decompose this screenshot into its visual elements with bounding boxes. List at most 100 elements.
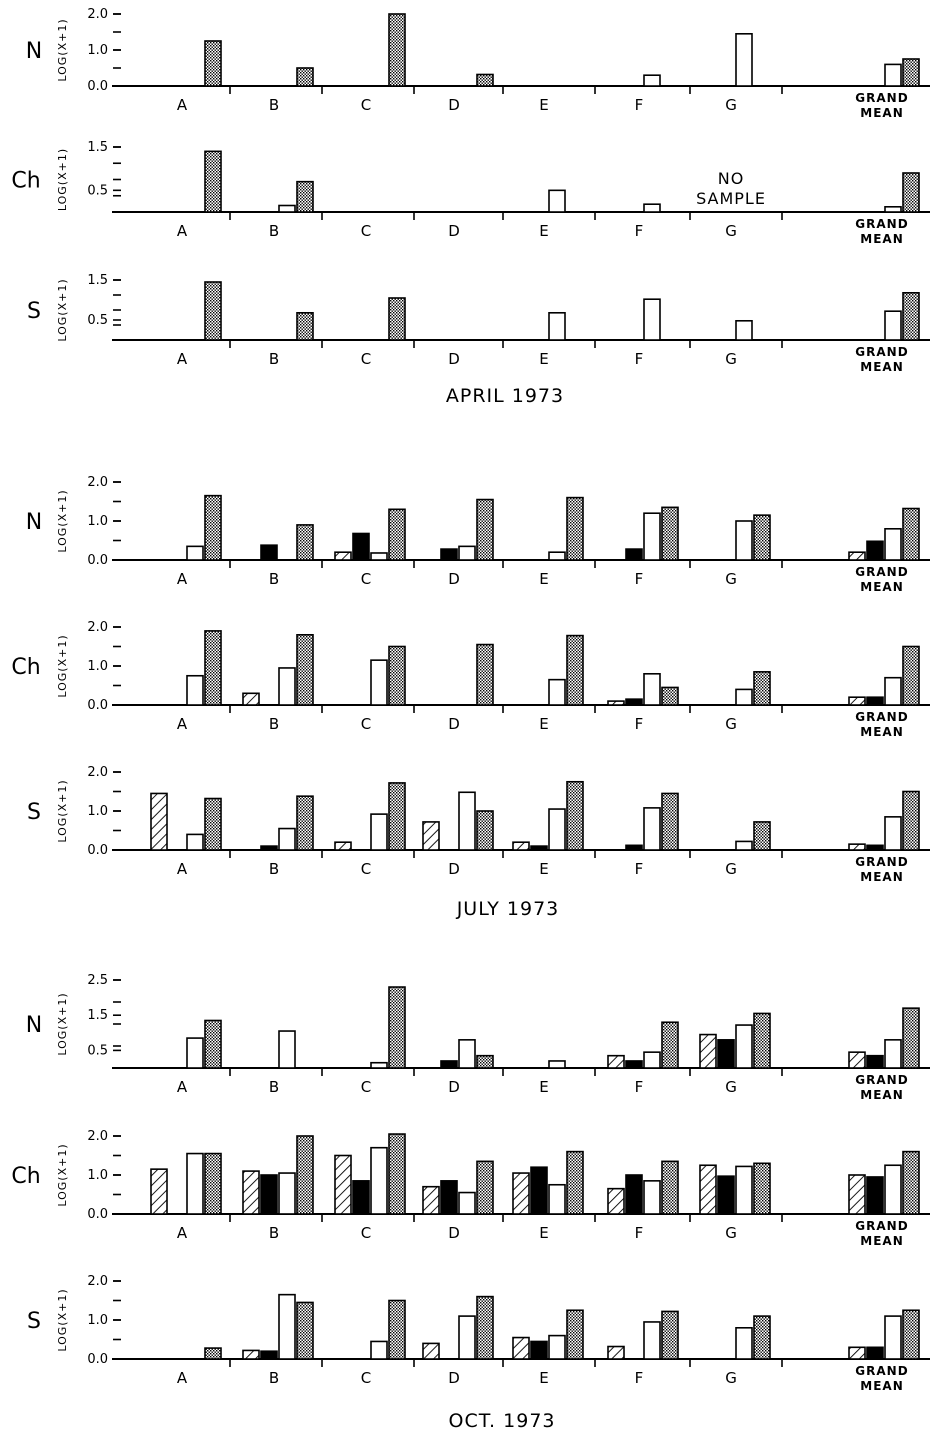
- annotation-line2: SAMPLE: [696, 189, 766, 208]
- grand-mean-label-line1: GRAND: [855, 1073, 908, 1087]
- category-label-b: B: [269, 715, 279, 733]
- bar-grand-mean-hatched: [848, 843, 866, 851]
- category-label-f: F: [635, 222, 644, 240]
- bar-grand-mean-solid: [866, 1346, 884, 1360]
- bar-grand-mean-open: [884, 1315, 902, 1360]
- bar-c-open: [370, 813, 388, 851]
- bar-f-dotted: [661, 1310, 679, 1360]
- bar-e-open: [548, 189, 566, 213]
- station-label: N: [26, 1013, 42, 1038]
- category-label-c: C: [361, 222, 371, 240]
- grand-mean-label-line1: GRAND: [855, 710, 908, 724]
- y-tick-label: 2.0: [87, 1274, 108, 1289]
- bar-grand-mean-hatched: [848, 1051, 866, 1069]
- bar-e-hatched: [512, 1172, 530, 1215]
- bar-a-hatched: [150, 792, 168, 851]
- bar-grand-mean-hatched: [848, 696, 866, 706]
- grand-mean-label-line2: MEAN: [860, 580, 903, 594]
- category-label-g: G: [725, 1078, 737, 1096]
- bar-g-dotted: [753, 1315, 771, 1360]
- bar-grand-mean-dotted: [902, 1150, 920, 1215]
- bar-d-open: [458, 1039, 476, 1069]
- bar-d-dotted: [476, 643, 494, 706]
- bar-c-open: [370, 1146, 388, 1215]
- grand-mean-label-line1: GRAND: [855, 565, 908, 579]
- category-label-d: D: [448, 350, 460, 368]
- y-tick-label: 1.0: [87, 659, 108, 674]
- bar-g-solid: [717, 1039, 735, 1069]
- bar-b-dotted: [296, 67, 314, 87]
- station-label: S: [27, 800, 41, 825]
- bar-g-open: [735, 520, 753, 561]
- y-tick-label: 1.0: [87, 43, 108, 58]
- category-label-g: G: [725, 570, 737, 588]
- y-tick-label: 1.0: [87, 514, 108, 529]
- category-label-d: D: [448, 1369, 460, 1387]
- bar-c-solid: [352, 1180, 370, 1215]
- bar-e-dotted: [566, 1309, 584, 1360]
- bar-d-dotted: [476, 73, 494, 87]
- bar-b-dotted: [296, 1135, 314, 1215]
- bar-b-hatched: [242, 692, 260, 706]
- category-label-f: F: [635, 350, 644, 368]
- y-tick-label: 0.0: [87, 698, 108, 713]
- bar-f-open: [643, 203, 661, 213]
- category-label-g: G: [725, 860, 737, 878]
- station-label: Ch: [11, 169, 40, 194]
- category-label-e: E: [539, 96, 548, 114]
- bar-g-dotted: [753, 671, 771, 706]
- y-axis-title: LOG(X+1): [56, 1288, 69, 1351]
- category-label-d: D: [448, 1078, 460, 1096]
- bar-c-dotted: [388, 986, 406, 1069]
- bar-b-open: [278, 667, 296, 706]
- category-label-c: C: [361, 350, 371, 368]
- bar-e-open: [548, 808, 566, 851]
- grand-mean-label-line1: GRAND: [855, 1364, 908, 1378]
- y-tick-label: 0.0: [87, 79, 108, 94]
- y-tick-label: 1.5: [87, 140, 108, 155]
- category-label-e: E: [539, 1078, 548, 1096]
- bar-b-open: [278, 1030, 296, 1069]
- bar-e-solid: [530, 1166, 548, 1215]
- bar-d-solid: [440, 548, 458, 561]
- category-label-d: D: [448, 715, 460, 733]
- category-label-a: A: [177, 350, 188, 368]
- bar-f-solid: [625, 1060, 643, 1069]
- bar-grand-mean-dotted: [902, 1007, 920, 1069]
- bar-d-open: [458, 791, 476, 851]
- category-label-f: F: [635, 1078, 644, 1096]
- y-tick-label: 0.0: [87, 553, 108, 568]
- bar-b-dotted: [296, 311, 314, 341]
- bar-e-solid: [530, 845, 548, 851]
- bar-grand-mean-open: [884, 1164, 902, 1215]
- bar-e-solid: [530, 1340, 548, 1360]
- category-label-e: E: [539, 860, 548, 878]
- category-label-c: C: [361, 570, 371, 588]
- y-tick-label: 2.0: [87, 1129, 108, 1144]
- bar-a-open: [186, 1037, 204, 1069]
- y-tick-label: 1.0: [87, 1313, 108, 1328]
- y-tick-label: 0.5: [87, 1043, 108, 1058]
- station-label: N: [26, 39, 42, 64]
- bar-f-dotted: [661, 792, 679, 851]
- y-tick-label: 1.0: [87, 1168, 108, 1183]
- grand-mean-label-line2: MEAN: [860, 870, 903, 884]
- bar-c-dotted: [388, 1133, 406, 1215]
- bar-e-open: [548, 1183, 566, 1215]
- bar-f-dotted: [661, 506, 679, 561]
- bar-grand-mean-hatched: [848, 551, 866, 561]
- bar-g-solid: [717, 1175, 735, 1215]
- station-label: S: [27, 1309, 41, 1334]
- bar-grand-mean-hatched: [848, 1174, 866, 1215]
- y-tick-label: 1.5: [87, 273, 108, 288]
- grand-mean-label-line2: MEAN: [860, 1088, 903, 1102]
- bar-grand-mean-dotted: [902, 645, 920, 706]
- y-tick-label: 2.0: [87, 475, 108, 490]
- bar-c-dotted: [388, 782, 406, 851]
- bar-d-hatched: [422, 821, 440, 851]
- bar-c-open: [370, 552, 388, 561]
- station-label: Ch: [11, 1164, 40, 1189]
